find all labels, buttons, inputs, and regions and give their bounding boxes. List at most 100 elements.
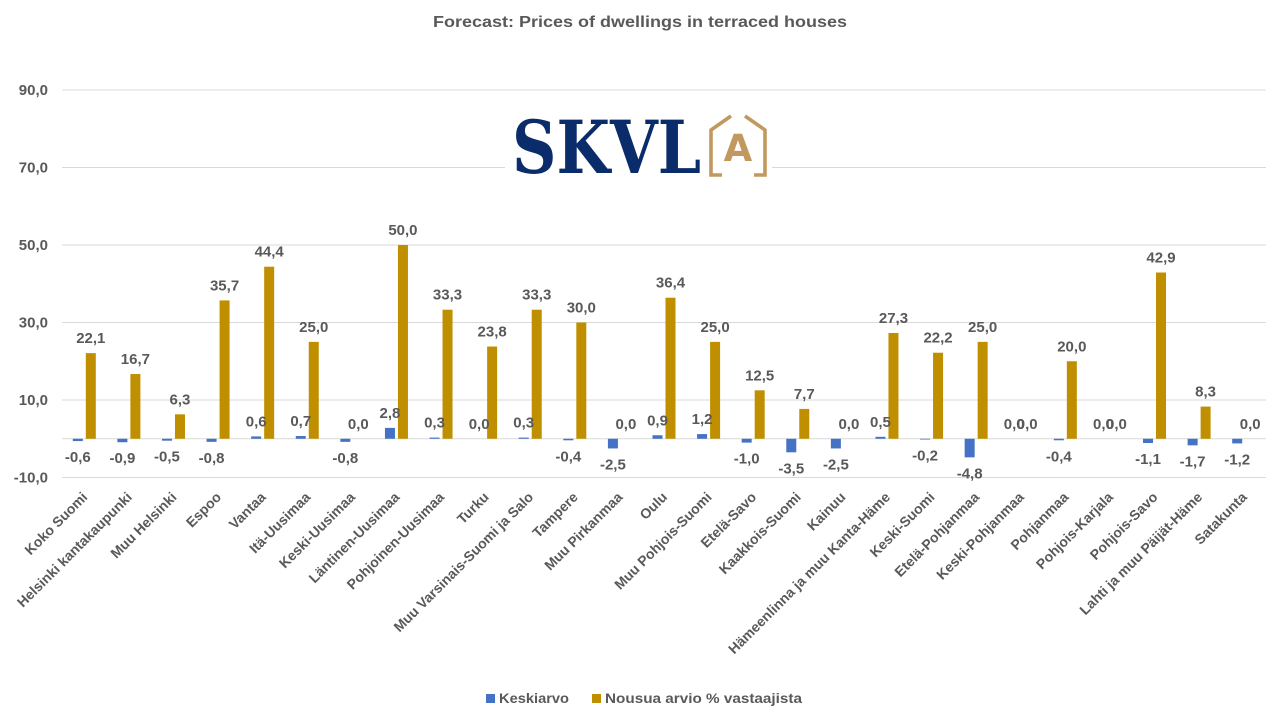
data-label-keskiarvo: -0,4 (1046, 448, 1073, 465)
bar-nousua (130, 374, 141, 439)
data-label-nousua: 20,0 (1057, 338, 1086, 355)
data-label-keskiarvo: -3,5 (778, 460, 804, 477)
bar-keskiarvo (251, 436, 262, 439)
data-label-nousua: 22,2 (923, 330, 952, 347)
data-label-nousua: 25,0 (700, 319, 729, 336)
bar-nousua (264, 266, 275, 439)
bar-keskiarvo (697, 434, 708, 439)
bar-keskiarvo (384, 427, 395, 439)
data-label-nousua: 0,0 (615, 416, 636, 433)
data-label-keskiarvo: 2,8 (380, 405, 401, 422)
bar-keskiarvo (920, 438, 931, 440)
data-label-keskiarvo: -0,8 (199, 450, 225, 467)
y-tick-label: 70,0 (19, 160, 48, 177)
house-icon-left (709, 114, 733, 177)
legend-label: Nousua arvio % vastaajista (605, 690, 802, 706)
bar-keskiarvo (161, 438, 172, 441)
bar-nousua (754, 390, 765, 439)
bar-keskiarvo (741, 438, 752, 443)
bar-nousua (397, 245, 408, 439)
data-label-nousua: 0,0 (1240, 416, 1261, 433)
y-tick-label: 30,0 (19, 315, 48, 332)
bars (72, 245, 1243, 458)
data-label-nousua: 25,0 (968, 319, 997, 336)
legend-swatch (486, 694, 495, 703)
bar-nousua (442, 309, 453, 439)
data-label-keskiarvo: -0,9 (109, 450, 135, 467)
bar-nousua (576, 322, 587, 439)
bar-keskiarvo (340, 438, 351, 442)
data-label-keskiarvo: 0,0 (1093, 416, 1114, 433)
data-label-keskiarvo: -2,5 (823, 456, 849, 473)
data-label-keskiarvo: -0,5 (154, 449, 180, 466)
bar-nousua (174, 414, 185, 439)
data-label-keskiarvo: -0,8 (332, 450, 358, 467)
data-label-keskiarvo: -1,2 (1224, 451, 1250, 468)
legend-item-nousua: Nousua arvio % vastaajista (592, 690, 802, 706)
data-label-keskiarvo: 0,3 (424, 415, 445, 432)
data-label-keskiarvo: -1,1 (1135, 451, 1161, 468)
y-tick-label: -10,0 (14, 470, 48, 487)
y-axis: -10,0 10,0 30,0 50,0 70,0 90,0 (14, 82, 48, 487)
data-label-nousua: 42,9 (1146, 250, 1175, 267)
data-labels: -0,6 -0,9 -0,5 -0,8 0,6 0,7 -0,8 2,8 0,3 0,0 0,3 -0… (65, 222, 1261, 482)
data-label-nousua: 22,1 (76, 330, 105, 347)
legend-label: Keskiarvo (499, 690, 569, 706)
data-label-nousua: 33,3 (433, 287, 462, 304)
data-label-keskiarvo: 0,5 (870, 414, 891, 431)
bar-keskiarvo (295, 436, 306, 439)
bar-nousua (799, 408, 810, 439)
bar-nousua (977, 341, 988, 439)
bar-nousua (888, 332, 899, 439)
bar-keskiarvo (1232, 438, 1243, 444)
bar-keskiarvo (72, 438, 83, 442)
legend-swatch (592, 694, 601, 703)
logo-wordmark: SKVL (512, 105, 701, 191)
data-label-nousua: 8,3 (1195, 384, 1216, 401)
bar-keskiarvo (652, 435, 663, 439)
data-label-nousua: 12,5 (745, 367, 774, 384)
data-label-keskiarvo: -0,2 (912, 448, 938, 465)
bar-nousua (1200, 406, 1211, 439)
bar-nousua (1156, 272, 1167, 439)
data-label-nousua: 50,0 (388, 222, 417, 239)
bar-keskiarvo (875, 436, 886, 439)
bar-nousua (1066, 361, 1077, 439)
data-label-keskiarvo: -4,8 (957, 465, 983, 482)
bar-keskiarvo (607, 438, 618, 449)
bar-nousua (308, 341, 319, 439)
bar-nousua (85, 353, 96, 439)
data-label-keskiarvo: -0,4 (555, 448, 582, 465)
bar-keskiarvo (1143, 438, 1154, 444)
logo-icon-letter: A (724, 127, 753, 170)
data-label-keskiarvo: -1,7 (1180, 453, 1206, 470)
skvl-logo: SKVL A (505, 105, 772, 194)
chart-title: Forecast: Prices of dwellings in terrace… (433, 14, 847, 31)
logo-background (505, 106, 772, 194)
data-label-keskiarvo: -0,6 (65, 449, 91, 466)
data-label-nousua: 6,3 (170, 391, 191, 408)
gridlines (62, 89, 1266, 478)
bar-keskiarvo (830, 438, 841, 449)
data-label-keskiarvo: 0,0 (1004, 416, 1025, 433)
bar-keskiarvo (429, 437, 440, 439)
y-tick-label: 90,0 (19, 82, 48, 99)
data-label-keskiarvo: -1,0 (734, 451, 760, 468)
data-label-keskiarvo: 0,6 (246, 413, 267, 430)
data-label-nousua: 16,7 (121, 351, 150, 368)
legend-item-keskiarvo: Keskiarvo (486, 690, 569, 706)
data-label-nousua: 33,3 (522, 287, 551, 304)
house-icon (709, 114, 767, 177)
bar-keskiarvo (563, 438, 574, 441)
data-label-keskiarvo: -2,5 (600, 456, 626, 473)
data-label-nousua: 0,0 (348, 416, 369, 433)
bar-keskiarvo (518, 437, 529, 439)
bar-keskiarvo (964, 438, 975, 458)
data-label-nousua: 23,8 (478, 324, 507, 341)
bar-nousua (710, 341, 721, 439)
bar-nousua (487, 346, 498, 439)
data-label-keskiarvo: 0,0 (469, 416, 490, 433)
legend: Keskiarvo Nousua arvio % vastaajista (486, 690, 802, 706)
bar-keskiarvo (117, 438, 128, 443)
